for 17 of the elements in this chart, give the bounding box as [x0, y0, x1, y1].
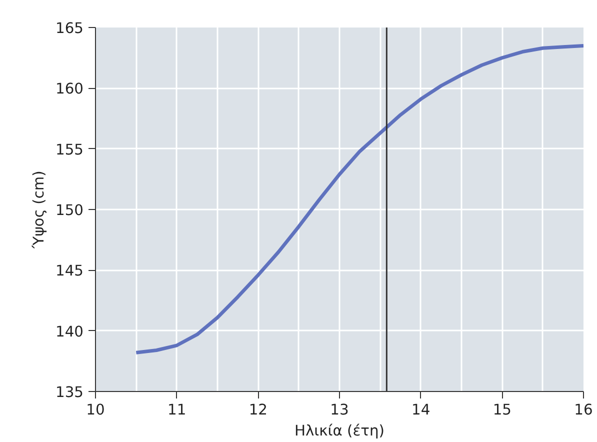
- x-tick-label: 11: [168, 402, 186, 418]
- y-tick-label: 135: [56, 384, 84, 401]
- x-tick-label: 16: [574, 402, 593, 418]
- x-axis-title: Ηλικία (έτη): [294, 422, 385, 440]
- x-tick-label: 14: [412, 402, 430, 418]
- y-axis-title: Ύψος (cm): [30, 170, 48, 250]
- y-tick-label: 150: [56, 202, 84, 219]
- x-tick-label: 12: [248, 402, 268, 418]
- y-tick-label: 145: [56, 262, 84, 280]
- y-tick-label: 140: [56, 323, 84, 340]
- y-tick-label: 155: [56, 141, 84, 158]
- x-tick-label: 13: [330, 402, 349, 418]
- y-tick-label: 160: [56, 80, 84, 98]
- y-tick-label: 165: [56, 20, 84, 37]
- x-tick-label: 10: [86, 402, 105, 418]
- line-series: [134, 44, 584, 354]
- x-tick-label: 15: [492, 402, 512, 418]
